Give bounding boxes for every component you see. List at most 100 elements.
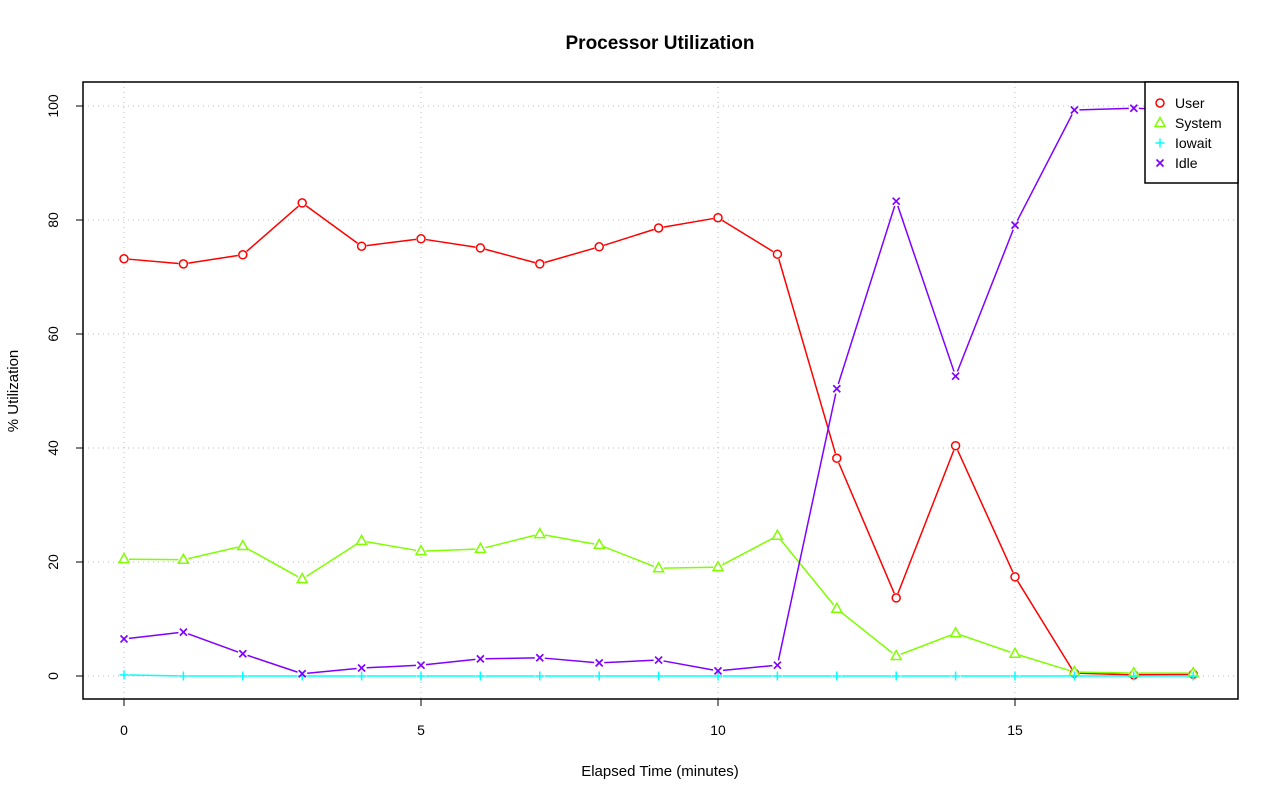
line-segment — [781, 540, 834, 605]
line-segment — [367, 542, 417, 551]
line-segment — [898, 450, 954, 593]
line-segment — [1018, 581, 1072, 669]
line-segment — [367, 665, 416, 667]
data-point — [358, 242, 366, 250]
line-segment — [545, 248, 595, 262]
data-point — [119, 554, 129, 563]
data-point — [951, 672, 960, 681]
data-point — [535, 672, 544, 681]
data-point — [179, 672, 188, 681]
line-segment — [901, 635, 951, 654]
data-point — [535, 529, 545, 538]
legend: User System Iowait Idle — [1145, 82, 1238, 183]
data-point — [654, 672, 663, 681]
series-iowait — [120, 670, 1198, 680]
x-tick-label: 15 — [1007, 722, 1023, 738]
data-point — [595, 243, 603, 251]
line-segment — [1079, 672, 1128, 673]
data-point — [298, 199, 306, 207]
data-point — [655, 224, 663, 232]
data-point — [714, 214, 722, 222]
y-tick-label: 20 — [45, 554, 61, 570]
line-segment — [841, 612, 893, 653]
line-segment — [664, 661, 714, 670]
line-segment — [778, 394, 835, 661]
line-segment — [722, 538, 773, 565]
line-segment — [545, 658, 594, 662]
x-axis-label: Elapsed Time (minutes) — [581, 763, 739, 780]
data-point — [121, 635, 128, 642]
line-segment — [1017, 114, 1072, 220]
data-point — [239, 251, 247, 259]
data-point — [475, 543, 485, 552]
series-user — [120, 199, 1197, 679]
data-point — [417, 672, 426, 681]
data-point — [832, 672, 841, 681]
line-segment — [960, 635, 1010, 652]
line-segment — [545, 535, 595, 544]
data-point — [477, 655, 484, 662]
line-segment — [248, 655, 298, 672]
line-segment — [485, 535, 535, 547]
line-segment — [604, 229, 654, 245]
data-point — [239, 650, 246, 657]
line-segment — [898, 206, 954, 372]
line-segment — [722, 220, 773, 251]
legend-label: Iowait — [1175, 135, 1212, 151]
line-segment — [1079, 108, 1128, 109]
data-point — [595, 672, 604, 681]
data-point — [833, 454, 841, 462]
y-tick-label: 0 — [45, 672, 61, 680]
y-tick-label: 60 — [45, 326, 61, 342]
data-point — [594, 539, 604, 548]
y-tick-label: 40 — [45, 440, 61, 456]
data-point — [596, 659, 603, 666]
data-point — [952, 373, 959, 380]
line-segment — [426, 549, 475, 551]
series-system — [119, 529, 1198, 677]
plot-area — [119, 105, 1198, 681]
line-segment — [247, 206, 299, 251]
y-tick-label: 100 — [45, 94, 61, 118]
line-segment — [426, 659, 475, 664]
chart-title: Processor Utilization — [566, 33, 755, 54]
data-point — [892, 594, 900, 602]
line-segment — [188, 547, 238, 558]
legend-label: Idle — [1175, 155, 1198, 171]
data-point — [1011, 573, 1019, 581]
legend-label: User — [1175, 95, 1205, 111]
data-point — [120, 255, 128, 263]
data-point — [536, 654, 543, 661]
x-tick-label: 5 — [417, 722, 425, 738]
line-segment — [426, 240, 476, 248]
data-point — [416, 546, 426, 555]
y-tick-label: 80 — [45, 212, 61, 228]
line-segment — [129, 675, 178, 676]
data-point — [891, 651, 901, 660]
line-segment — [307, 668, 356, 673]
data-point — [654, 563, 664, 572]
legend-label: System — [1175, 115, 1222, 131]
data-point — [357, 535, 367, 544]
line-segment — [247, 548, 298, 576]
data-point — [833, 385, 840, 392]
data-point — [892, 672, 901, 681]
data-point — [297, 574, 307, 583]
line-segment — [129, 259, 178, 263]
data-point — [417, 235, 425, 243]
data-point — [238, 541, 248, 550]
line-segment — [604, 547, 654, 567]
x-tick-label: 10 — [710, 722, 726, 738]
data-point — [238, 672, 247, 681]
data-point — [893, 198, 900, 205]
line-segment — [957, 230, 1013, 372]
line-segment — [485, 658, 534, 659]
plot-frame — [83, 82, 1238, 699]
y-axis-label: % Utilization — [5, 350, 22, 433]
line-segment — [958, 450, 1013, 572]
data-point — [655, 657, 662, 664]
data-point — [1011, 672, 1020, 681]
line-segment — [188, 256, 238, 264]
line-segment — [838, 206, 894, 384]
